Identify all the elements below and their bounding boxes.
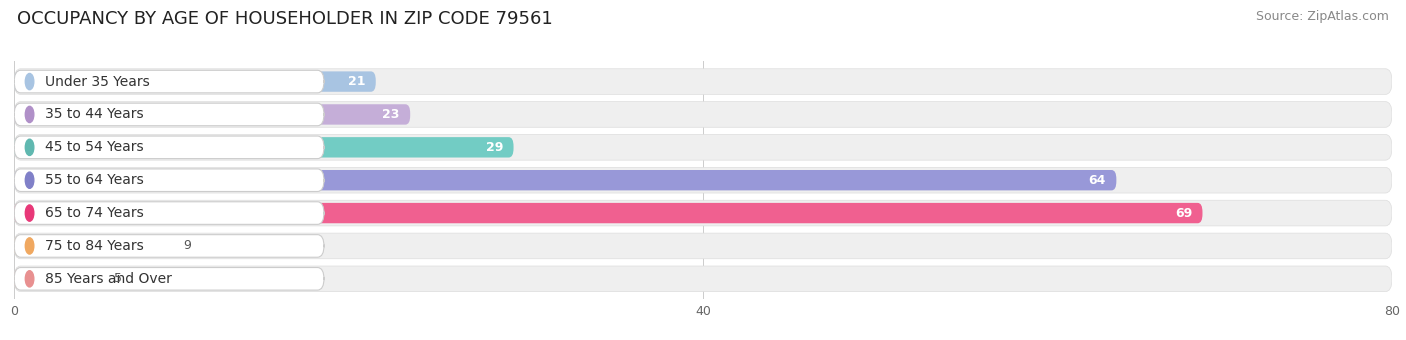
Text: 69: 69 <box>1175 207 1192 220</box>
Text: 45 to 54 Years: 45 to 54 Years <box>45 140 143 154</box>
Text: OCCUPANCY BY AGE OF HOUSEHOLDER IN ZIP CODE 79561: OCCUPANCY BY AGE OF HOUSEHOLDER IN ZIP C… <box>17 10 553 28</box>
FancyBboxPatch shape <box>14 233 1392 259</box>
Text: 75 to 84 Years: 75 to 84 Years <box>45 239 143 253</box>
Text: 21: 21 <box>347 75 366 88</box>
FancyBboxPatch shape <box>14 200 1392 226</box>
Text: 29: 29 <box>486 141 503 154</box>
FancyBboxPatch shape <box>14 71 375 92</box>
Text: 5: 5 <box>114 272 122 285</box>
FancyBboxPatch shape <box>14 170 1116 190</box>
Text: 9: 9 <box>183 239 191 252</box>
Circle shape <box>25 106 34 123</box>
Text: 65 to 74 Years: 65 to 74 Years <box>45 206 143 220</box>
FancyBboxPatch shape <box>14 137 513 157</box>
FancyBboxPatch shape <box>14 103 325 126</box>
FancyBboxPatch shape <box>14 235 325 257</box>
FancyBboxPatch shape <box>14 266 1392 292</box>
FancyBboxPatch shape <box>14 102 1392 127</box>
FancyBboxPatch shape <box>14 167 1392 193</box>
Text: 23: 23 <box>382 108 399 121</box>
Circle shape <box>25 205 34 221</box>
FancyBboxPatch shape <box>14 135 1392 160</box>
Circle shape <box>25 271 34 287</box>
FancyBboxPatch shape <box>14 169 325 191</box>
FancyBboxPatch shape <box>14 202 325 224</box>
Circle shape <box>25 73 34 90</box>
Circle shape <box>25 139 34 155</box>
FancyBboxPatch shape <box>14 268 325 290</box>
FancyBboxPatch shape <box>14 69 1392 95</box>
FancyBboxPatch shape <box>14 236 169 256</box>
FancyBboxPatch shape <box>14 269 100 289</box>
Text: Under 35 Years: Under 35 Years <box>45 74 150 89</box>
Text: 64: 64 <box>1088 174 1107 187</box>
Text: 55 to 64 Years: 55 to 64 Years <box>45 173 143 187</box>
Circle shape <box>25 172 34 188</box>
Circle shape <box>25 238 34 254</box>
FancyBboxPatch shape <box>14 104 411 125</box>
FancyBboxPatch shape <box>14 203 1202 223</box>
Text: Source: ZipAtlas.com: Source: ZipAtlas.com <box>1256 10 1389 23</box>
Text: 35 to 44 Years: 35 to 44 Years <box>45 107 143 121</box>
FancyBboxPatch shape <box>14 136 325 158</box>
FancyBboxPatch shape <box>14 70 325 93</box>
Text: 85 Years and Over: 85 Years and Over <box>45 272 172 286</box>
